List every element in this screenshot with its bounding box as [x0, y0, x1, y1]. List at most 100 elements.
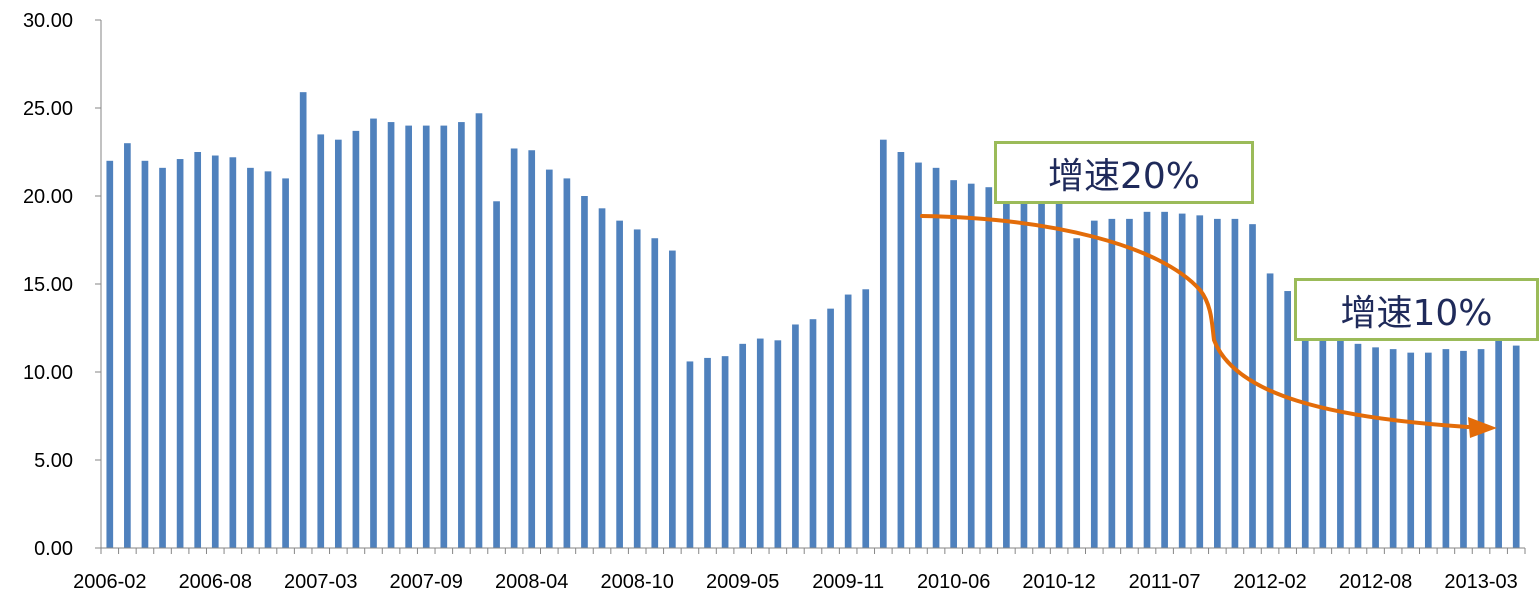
- bar: [669, 250, 676, 548]
- bar: [334, 139, 342, 548]
- bar: [563, 178, 571, 548]
- bar: [915, 162, 922, 548]
- x-tick-label: 2012-08: [1339, 571, 1412, 593]
- bar: [739, 343, 747, 548]
- y-tick-label: 5.00: [34, 450, 73, 472]
- bar: [827, 308, 834, 548]
- bar: [704, 357, 711, 548]
- annotation-growth-10: 增速10%: [1294, 278, 1539, 341]
- bar: [1337, 340, 1344, 548]
- x-tick-label: 2010-12: [1022, 571, 1095, 593]
- bar: [282, 178, 289, 548]
- bars: [106, 92, 1520, 549]
- bar: [1424, 352, 1432, 548]
- bar: [264, 171, 272, 549]
- x-tick-label: 2007-03: [284, 571, 357, 593]
- y-tick-label: 10.00: [23, 362, 73, 384]
- bar: [967, 183, 975, 548]
- bar: [159, 167, 166, 548]
- annotation-growth-20-label: 增速20%: [1047, 155, 1201, 197]
- bar: [1372, 347, 1379, 548]
- bar: [1178, 213, 1186, 548]
- bar: [1090, 220, 1098, 548]
- bar: [1389, 349, 1397, 548]
- annotation-growth-20: 增速20%: [994, 141, 1254, 204]
- bar: [387, 122, 395, 548]
- bar: [1319, 336, 1327, 548]
- x-tick-label: 2011-07: [1129, 571, 1201, 593]
- bar: [1460, 350, 1467, 548]
- y-tick-label: 30.00: [23, 10, 73, 32]
- bar: [581, 196, 588, 548]
- bar: [1214, 218, 1221, 548]
- bar: [493, 201, 500, 548]
- x-tick-label: 2006-08: [179, 571, 252, 593]
- x-tick-label: 2007-09: [390, 571, 463, 593]
- bar: [422, 125, 430, 548]
- bar: [721, 356, 729, 548]
- x-tick-label: 2010-06: [917, 571, 990, 593]
- annotation-growth-10-label: 增速10%: [1340, 292, 1493, 334]
- x-tick-label: 2009-11: [812, 571, 884, 593]
- bar: [1073, 238, 1081, 549]
- bar: [1407, 352, 1415, 548]
- bar: [229, 157, 237, 548]
- bar: [932, 167, 940, 548]
- bar: [545, 169, 553, 548]
- bar: [1161, 211, 1168, 548]
- bar: [633, 229, 641, 548]
- bar: [299, 92, 307, 548]
- bar: [370, 118, 377, 548]
- bar: [1301, 328, 1309, 548]
- bar: [774, 340, 782, 548]
- trend-arrow: [920, 214, 1497, 438]
- bar: [106, 160, 114, 549]
- bar: [440, 125, 448, 548]
- bar: [1126, 218, 1133, 548]
- x-axis: 2006-02 2006-08 2007-03 2007-09 2008-04 2008-…: [73, 547, 1526, 593]
- x-tick-label: 2009-05: [706, 571, 779, 593]
- bar: [352, 130, 360, 548]
- bar: [809, 319, 817, 548]
- bar: [897, 152, 905, 548]
- bar: [528, 150, 536, 549]
- bar: [176, 159, 184, 549]
- bar: [510, 148, 518, 549]
- bar: [124, 143, 131, 548]
- bar: [598, 208, 606, 548]
- bar: [1249, 224, 1256, 548]
- bar: [985, 187, 993, 548]
- bar: [211, 155, 219, 548]
- bar: [1231, 218, 1239, 548]
- y-tick-label: 20.00: [23, 186, 73, 208]
- bar: [862, 289, 870, 548]
- bar: [1055, 190, 1063, 548]
- bar: [1108, 218, 1116, 548]
- bar: [1020, 194, 1028, 549]
- bar: [317, 134, 325, 548]
- bar: [756, 338, 764, 548]
- bar: [1284, 291, 1292, 548]
- bar: [616, 220, 623, 548]
- bar: [1442, 349, 1450, 548]
- x-tick-label: 2013-03: [1444, 571, 1517, 593]
- bar: [844, 294, 852, 548]
- trend-arrow-line: [920, 214, 1470, 429]
- bar: [405, 125, 412, 548]
- x-tick-label: 2012-02: [1233, 571, 1306, 593]
- bar: [1143, 211, 1151, 548]
- bar: [1354, 343, 1362, 548]
- bar: [475, 113, 483, 548]
- y-tick-label: 15.00: [23, 274, 73, 296]
- bar: [141, 160, 149, 549]
- bar: [950, 180, 957, 548]
- bar: [194, 152, 202, 548]
- bar: [879, 139, 887, 548]
- bar: [1495, 338, 1502, 548]
- bar: [1003, 190, 1010, 548]
- y-axis: 0.00 5.00 10.00 15.00 20.00 25.00 30.00: [23, 10, 102, 560]
- bar: [1266, 273, 1274, 548]
- bar: [1038, 194, 1045, 549]
- bar: [1196, 215, 1204, 549]
